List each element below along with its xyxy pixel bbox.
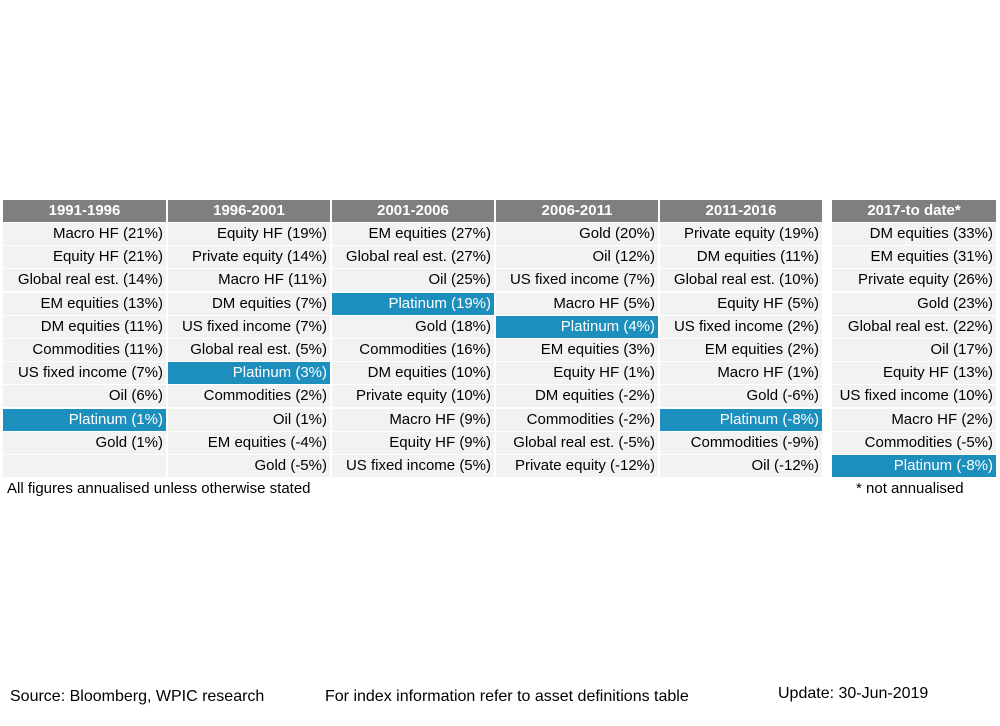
table-cell: US fixed income (2%) — [660, 315, 822, 338]
table-cell: Private equity (10%) — [332, 385, 494, 408]
column-header: 1991-1996 — [3, 200, 166, 222]
platinum-cell: Platinum (4%) — [496, 315, 658, 338]
table-cell: Gold (23%) — [832, 292, 996, 315]
table-cell: US fixed income (5%) — [332, 455, 494, 477]
table-cell: Gold (18%) — [332, 315, 494, 338]
table-cell: Private equity (14%) — [168, 246, 330, 269]
table-cell: Private equity (19%) — [660, 223, 822, 245]
table-cell: Oil (25%) — [332, 269, 494, 292]
not-annualised-note: * not annualised — [856, 480, 964, 497]
platinum-cell: Platinum (-8%) — [660, 408, 822, 431]
table-cell: Oil (-12%) — [660, 455, 822, 477]
table-cell: Global real est. (10%) — [660, 269, 822, 292]
table-cell: Private equity (26%) — [832, 269, 996, 292]
table-cell: EM equities (27%) — [332, 223, 494, 245]
table-cell: Equity HF (13%) — [832, 362, 996, 385]
table-cell: Macro HF (2%) — [832, 408, 996, 431]
table-cell: Equity HF (9%) — [332, 431, 494, 454]
table-cell: EM equities (13%) — [3, 292, 166, 315]
table-cell: Oil (12%) — [496, 246, 658, 269]
table-cell: Global real est. (27%) — [332, 246, 494, 269]
column-header: 2011-2016 — [660, 200, 822, 222]
table-cell: DM equities (11%) — [660, 246, 822, 269]
table-cell: Commodities (-9%) — [660, 431, 822, 454]
table-cell: Equity HF (21%) — [3, 246, 166, 269]
table-cell: Global real est. (5%) — [168, 339, 330, 361]
table-cell: US fixed income (10%) — [832, 385, 996, 408]
table-cell: Commodities (11%) — [3, 339, 166, 361]
table-cell: Private equity (-12%) — [496, 455, 658, 477]
table-cell: Gold (-6%) — [660, 385, 822, 408]
table-cell: Macro HF (1%) — [660, 362, 822, 385]
column-header: 1996-2001 — [168, 200, 330, 222]
table-cell: Oil (1%) — [168, 408, 330, 431]
table-cell: EM equities (2%) — [660, 339, 822, 361]
column-header: 2001-2006 — [332, 200, 494, 222]
table-cell: Equity HF (1%) — [496, 362, 658, 385]
table-cell: Commodities (-5%) — [832, 431, 996, 454]
table-cell: Macro HF (5%) — [496, 292, 658, 315]
platinum-cell: Platinum (1%) — [3, 408, 166, 431]
table-cell: Commodities (-2%) — [496, 408, 658, 431]
table-cell: Oil (17%) — [832, 339, 996, 361]
table-cell: Equity HF (19%) — [168, 223, 330, 245]
annualised-note: All figures annualised unless otherwise … — [7, 480, 311, 497]
table-cell: Global real est. (22%) — [832, 315, 996, 338]
platinum-cell: Platinum (3%) — [168, 362, 330, 385]
table-cell: Macro HF (21%) — [3, 223, 166, 245]
table-cell: Commodities (16%) — [332, 339, 494, 361]
table-cell: Global real est. (14%) — [3, 269, 166, 292]
table-cell: Macro HF (9%) — [332, 408, 494, 431]
table-cell: US fixed income (7%) — [168, 315, 330, 338]
table-cell: Gold (-5%) — [168, 455, 330, 477]
table-cell — [3, 455, 166, 477]
table-cell: DM equities (-2%) — [496, 385, 658, 408]
source-note: Source: Bloomberg, WPIC research — [10, 688, 265, 705]
table-cell: Equity HF (5%) — [660, 292, 822, 315]
table-cell: EM equities (31%) — [832, 246, 996, 269]
table-cell: EM equities (3%) — [496, 339, 658, 361]
table-cell: Commodities (2%) — [168, 385, 330, 408]
table-cell: EM equities (-4%) — [168, 431, 330, 454]
table-cell: Oil (6%) — [3, 385, 166, 408]
index-info-note: For index information refer to asset def… — [325, 688, 689, 705]
table-cell: DM equities (10%) — [332, 362, 494, 385]
table-cell: Global real est. (-5%) — [496, 431, 658, 454]
column-header: 2006-2011 — [496, 200, 658, 222]
table-cell: Gold (1%) — [3, 431, 166, 454]
table-cell: Gold (20%) — [496, 223, 658, 245]
table-cell: US fixed income (7%) — [496, 269, 658, 292]
table-cell: DM equities (7%) — [168, 292, 330, 315]
table-cell: DM equities (11%) — [3, 315, 166, 338]
table-cell: DM equities (33%) — [832, 223, 996, 245]
update-date: Update: 30-Jun-2019 — [778, 685, 929, 702]
column-header: 2017-to date* — [832, 200, 996, 222]
table-cell: US fixed income (7%) — [3, 362, 166, 385]
platinum-cell: Platinum (-8%) — [832, 455, 996, 477]
table-cell: Macro HF (11%) — [168, 269, 330, 292]
platinum-cell: Platinum (19%) — [332, 292, 494, 315]
